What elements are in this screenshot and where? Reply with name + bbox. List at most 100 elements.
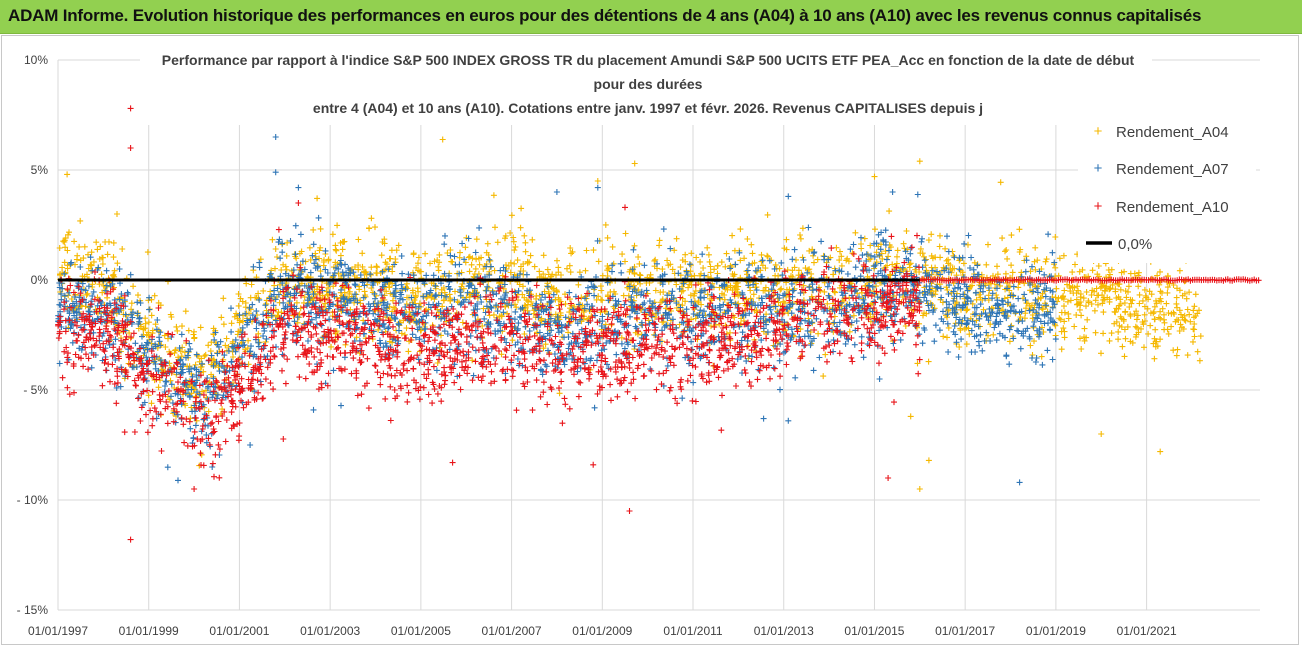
point-rendement-a04 <box>339 246 346 253</box>
point-rendement-a10 <box>633 314 640 321</box>
x-axis: 01/01/1997 01/01/1999 01/01/2001 01/01/2003… <box>28 624 1177 638</box>
point-rendement-a04 <box>237 295 244 302</box>
point-rendement-a04 <box>814 256 821 263</box>
point-rendement-a04 <box>1157 288 1164 295</box>
point-rendement-a04 <box>469 357 476 364</box>
point-rendement-a07 <box>876 376 883 382</box>
point-rendement-a04 <box>515 297 521 304</box>
point-rendement-a04 <box>583 247 590 254</box>
point-rendement-a04 <box>257 256 264 263</box>
point-rendement-a04 <box>511 247 518 254</box>
point-rendement-a07 <box>844 271 851 277</box>
point-rendement-a04 <box>1145 330 1152 337</box>
point-rendement-a04 <box>912 266 919 273</box>
point-rendement-a04 <box>507 259 514 266</box>
point-rendement-a04 <box>512 243 519 250</box>
outlier-rendement-a04 <box>916 486 923 492</box>
point-rendement-a07 <box>484 283 491 290</box>
point-rendement-a04 <box>1164 326 1171 333</box>
point-rendement-a04 <box>957 256 964 263</box>
point-rendement-a04 <box>145 319 152 326</box>
point-rendement-a04 <box>697 258 704 265</box>
point-rendement-a04 <box>220 295 227 302</box>
point-rendement-a04 <box>1138 325 1144 332</box>
point-rendement-a04 <box>1004 279 1011 286</box>
point-rendement-a04 <box>1125 288 1131 295</box>
point-rendement-a07 <box>187 425 194 432</box>
point-rendement-a04 <box>852 229 859 236</box>
point-rendement-a04 <box>361 269 368 276</box>
outlier-rendement-a07 <box>785 417 792 424</box>
point-rendement-a04 <box>210 325 217 332</box>
point-rendement-a04 <box>636 271 643 278</box>
x-tick-label: 01/01/2019 <box>1026 624 1086 638</box>
x-tick-label: 01/01/1997 <box>28 624 88 638</box>
point-rendement-a10 <box>357 359 364 366</box>
point-rendement-a04 <box>1157 308 1164 315</box>
point-rendement-a10 <box>228 409 235 416</box>
y-tick-label: 10% <box>24 53 48 67</box>
point-rendement-a04 <box>322 300 329 307</box>
point-rendement-a07 <box>551 351 558 357</box>
point-rendement-a04 <box>619 251 626 258</box>
point-rendement-a04 <box>1015 284 1022 291</box>
point-rendement-a04 <box>119 246 126 252</box>
point-rendement-a04 <box>490 192 497 199</box>
point-rendement-a04 <box>389 297 396 304</box>
point-rendement-a04 <box>704 244 711 251</box>
point-rendement-a04 <box>963 341 970 348</box>
point-rendement-a04 <box>889 261 896 268</box>
point-rendement-a10 <box>377 381 384 388</box>
point-rendement-a07 <box>163 379 170 385</box>
point-rendement-a04 <box>66 229 72 236</box>
point-rendement-a07 <box>921 257 928 264</box>
point-rendement-a04 <box>84 290 91 297</box>
point-rendement-a04 <box>540 345 547 352</box>
point-rendement-a04 <box>1065 315 1072 322</box>
x-tick-label: 01/01/2017 <box>935 624 995 638</box>
point-rendement-a07 <box>744 267 751 274</box>
point-rendement-a07 <box>526 328 533 334</box>
point-rendement-a07 <box>433 367 440 374</box>
point-rendement-a07 <box>1049 249 1056 256</box>
point-rendement-a07 <box>1044 347 1051 354</box>
point-rendement-a04 <box>872 226 878 233</box>
point-rendement-a10 <box>815 293 822 300</box>
point-rendement-a04 <box>166 396 173 403</box>
point-rendement-a04 <box>73 256 80 263</box>
point-rendement-a04 <box>359 263 366 270</box>
point-rendement-a10 <box>777 373 784 380</box>
point-rendement-a07 <box>860 354 867 361</box>
point-rendement-a10 <box>301 310 308 317</box>
point-rendement-a04 <box>117 295 124 302</box>
point-rendement-a04 <box>1178 311 1184 318</box>
point-rendement-a04 <box>1120 316 1127 323</box>
point-rendement-a07 <box>732 261 739 268</box>
point-rendement-a04 <box>514 257 521 264</box>
point-rendement-a04 <box>652 256 659 263</box>
point-rendement-a07 <box>583 356 590 363</box>
point-rendement-a04 <box>985 241 991 248</box>
point-rendement-a10 <box>849 358 856 365</box>
point-rendement-a04 <box>517 268 524 274</box>
point-rendement-a04 <box>526 259 533 266</box>
point-rendement-a04 <box>496 313 503 320</box>
point-rendement-a04 <box>145 392 152 399</box>
point-rendement-a07 <box>677 334 683 341</box>
point-rendement-a04 <box>555 264 562 271</box>
point-rendement-a04 <box>728 264 735 271</box>
point-rendement-a04 <box>747 287 754 294</box>
point-rendement-a10 <box>306 361 313 367</box>
point-rendement-a04 <box>1092 297 1099 304</box>
point-rendement-a04 <box>1137 277 1144 284</box>
point-rendement-a10 <box>541 357 547 364</box>
point-rendement-a04 <box>1122 335 1129 342</box>
point-rendement-a04 <box>1184 306 1191 313</box>
point-rendement-a04 <box>1129 297 1136 304</box>
point-rendement-a04 <box>236 355 243 362</box>
point-rendement-a07 <box>330 367 337 374</box>
point-rendement-a04 <box>566 262 573 269</box>
point-rendement-a04 <box>439 136 446 143</box>
outlier-rendement-a07 <box>889 189 896 195</box>
point-rendement-a07 <box>512 308 519 315</box>
